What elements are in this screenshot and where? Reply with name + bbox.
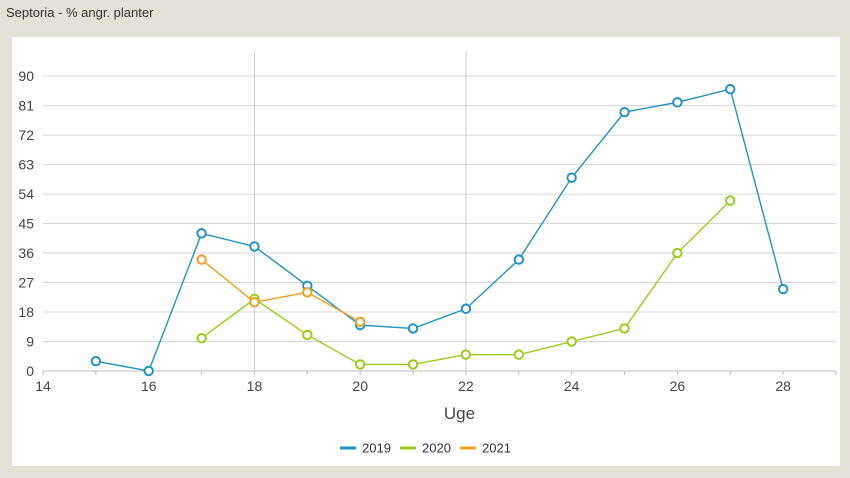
y-tick-label: 72 [18, 127, 34, 143]
y-tick-label: 54 [18, 186, 34, 202]
y-tick-label: 18 [18, 304, 34, 320]
legend-item-2020[interactable]: 2020 [400, 441, 451, 456]
y-tick-label: 9 [26, 334, 34, 350]
data-point-2020[interactable] [460, 349, 472, 360]
grid-lines [43, 51, 836, 371]
series-2019 [90, 84, 789, 377]
y-tick-label: 90 [18, 68, 34, 84]
x-axis-label: Uge [444, 404, 475, 423]
series-2020 [196, 195, 736, 370]
data-point-2021[interactable] [249, 296, 260, 308]
data-point-2020[interactable] [407, 359, 419, 370]
data-point-2019[interactable] [143, 365, 154, 377]
series-group [90, 84, 789, 377]
data-point-2019[interactable] [513, 254, 524, 265]
y-tick-label: 45 [18, 216, 34, 232]
data-point-2019[interactable] [777, 283, 789, 295]
series-line-2021 [201, 259, 361, 323]
data-point-2020[interactable] [355, 359, 366, 370]
data-point-2020[interactable] [619, 323, 630, 334]
legend-item-2019[interactable]: 2019 [340, 441, 391, 456]
x-tick-label: 24 [564, 378, 580, 394]
y-axis-ticks: 0 9 18 27 36 45 54 63 72 81 90 [18, 68, 34, 379]
y-tick-label: 27 [18, 275, 34, 291]
data-point-2019[interactable] [249, 241, 260, 252]
y-tick-label: 81 [18, 98, 34, 114]
legend-item-2021[interactable]: 2021 [460, 441, 511, 456]
data-point-2019[interactable] [566, 172, 577, 183]
data-point-2021[interactable] [196, 254, 207, 265]
data-point-2021[interactable] [302, 287, 313, 298]
chart-panel: 0 9 18 27 36 45 54 63 72 81 90 14 16 18 20 22 24 26 28 Ug… [12, 37, 840, 466]
legend-label: 2020 [422, 441, 451, 456]
data-point-2019[interactable] [196, 228, 207, 239]
legend-label: 2019 [362, 441, 391, 456]
y-tick-label: 36 [18, 245, 34, 261]
data-point-2020[interactable] [196, 333, 207, 344]
data-point-2020[interactable] [672, 247, 683, 259]
series-2021 [196, 254, 366, 328]
series-line-2019 [95, 88, 784, 372]
legend: 2019 2020 2021 [340, 441, 511, 456]
data-point-2019[interactable] [460, 303, 472, 314]
data-point-2020[interactable] [513, 349, 524, 360]
x-tick-label: 14 [35, 378, 51, 394]
x-tick-label: 26 [670, 378, 686, 394]
data-point-2019[interactable] [725, 84, 736, 95]
chart-title: Septoria - % angr. planter [6, 5, 154, 20]
data-point-2021[interactable] [355, 316, 366, 328]
data-point-2019[interactable] [407, 323, 419, 334]
x-axis-ticks: 14 16 18 20 22 24 26 28 [35, 371, 837, 394]
x-tick-label: 28 [775, 378, 791, 394]
x-tick-label: 20 [352, 378, 368, 394]
data-point-2020[interactable] [302, 329, 313, 341]
data-point-2019[interactable] [90, 355, 102, 367]
legend-label: 2021 [482, 441, 511, 456]
data-point-2020[interactable] [566, 336, 577, 347]
x-tick-label: 18 [247, 378, 263, 394]
data-point-2020[interactable] [725, 195, 736, 206]
y-tick-label: 63 [18, 157, 34, 173]
y-tick-label: 0 [26, 363, 34, 379]
line-chart: 0 9 18 27 36 45 54 63 72 81 90 14 16 18 20 22 24 26 28 Ug… [18, 51, 837, 456]
x-tick-label: 16 [141, 378, 157, 394]
data-point-2019[interactable] [672, 97, 683, 108]
x-tick-label: 22 [458, 378, 474, 394]
data-point-2019[interactable] [619, 106, 630, 118]
